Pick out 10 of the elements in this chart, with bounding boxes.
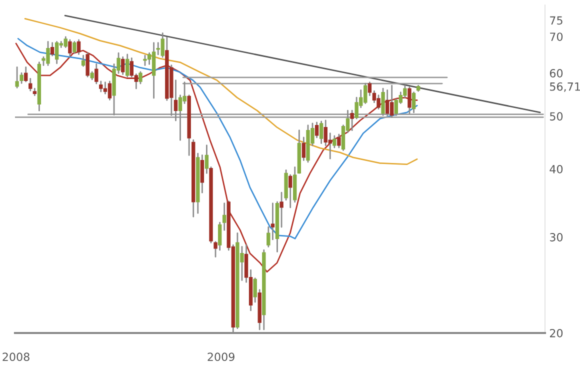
y-tick-label: 20	[550, 328, 563, 338]
y-tick-label: 40	[550, 164, 563, 174]
x-tick-label: 2009	[208, 352, 234, 362]
y-tick-label: 30	[550, 233, 563, 242]
y-tick-label: 56,71	[550, 82, 580, 92]
y-tick-label: 70	[550, 32, 563, 41]
y-tick-label: 75	[550, 16, 562, 25]
x-tick-label: 2008	[2, 352, 30, 362]
y-tick-label: 60	[550, 69, 563, 78]
y-tick-label: 50	[550, 112, 563, 121]
